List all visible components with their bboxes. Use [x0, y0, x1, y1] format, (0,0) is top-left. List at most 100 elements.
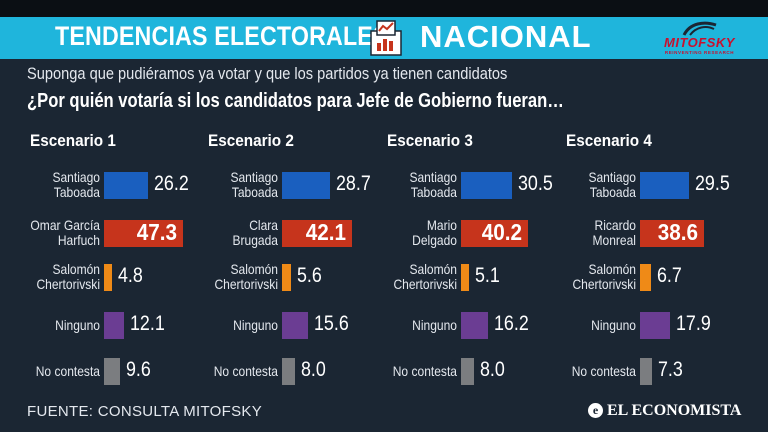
category-label-salomon-chertorivski: Salomón Chertorivski — [201, 262, 278, 292]
bar-santiago-taboada — [640, 171, 690, 199]
category-label-line: Ricardo — [594, 217, 636, 233]
category-label-salomon-chertorivski: Salomón Chertorivski — [380, 262, 457, 292]
bar-santiago-taboada — [282, 171, 330, 199]
value-label-no-contesta: 9.6 — [125, 358, 151, 381]
bar-ninguno — [282, 311, 308, 339]
category-label-line: No contesta — [392, 362, 457, 379]
bar-salomon-chertorivski — [461, 263, 470, 291]
value-label-salomon-chertorivski: 5.6 — [297, 264, 323, 287]
bar-clara-brugada — [282, 219, 353, 247]
category-label-salomon-chertorivski: Salomón Chertorivski — [23, 262, 100, 292]
bar-ninguno — [461, 311, 488, 339]
category-label-santiago-taboada: Santiago Taboada — [201, 170, 278, 200]
bar-salomon-chertorivski — [282, 263, 292, 291]
category-label-line: Santiago — [52, 169, 100, 185]
bar-no-contesta — [104, 357, 120, 385]
value-label-no-contesta: 8.0 — [480, 358, 506, 381]
bar-salomon-chertorivski — [104, 263, 112, 291]
header-title: TENDENCIAS ELECTORALES — [55, 21, 389, 51]
bar-no-contesta — [640, 357, 653, 385]
category-label-santiago-taboada: Santiago Taboada — [380, 170, 457, 200]
value-label-salomon-chertorivski: 4.8 — [117, 264, 143, 287]
category-label-line: Chertorivski — [214, 276, 278, 292]
logo-tagline: REINVENTING RESEARCH — [664, 50, 735, 55]
category-label-line: Chertorivski — [572, 276, 636, 292]
category-label-line: Chertorivski — [36, 276, 100, 292]
category-label-line: Clara — [249, 217, 278, 233]
logo-swirl-icon — [682, 21, 717, 36]
category-label-line: Taboada — [410, 184, 457, 200]
value-label-ninguno: 15.6 — [313, 312, 349, 335]
category-label-ricardo-monreal: Ricardo Monreal — [559, 218, 636, 248]
category-label-line: No contesta — [35, 362, 100, 379]
logo-name: MITOFSKY — [664, 35, 735, 50]
category-label-line: Ninguno — [412, 316, 457, 333]
value-label-clara-brugada: 42.1 — [305, 219, 347, 245]
category-label-line: No contesta — [571, 362, 636, 379]
category-label-santiago-taboada: Santiago Taboada — [23, 170, 100, 200]
category-label-line: Salomón — [588, 261, 636, 277]
category-label-line: Taboada — [53, 184, 100, 200]
value-label-ninguno: 12.1 — [130, 312, 165, 335]
category-label-line: Santiago — [409, 169, 457, 185]
publisher-initial: e — [588, 403, 603, 418]
category-label-omar-garcia-harfuch: Omar García Harfuch — [23, 218, 100, 248]
header-scope: NACIONAL — [420, 19, 592, 54]
category-label-line: Harfuch — [57, 232, 100, 248]
category-label-no-contesta: No contesta — [23, 362, 100, 379]
value-label-no-contesta: 7.3 — [658, 358, 683, 381]
category-label-ninguno: Ninguno — [201, 316, 278, 333]
category-label-no-contesta: No contesta — [559, 362, 636, 379]
publisher-name: EL ECONOMISTA — [607, 402, 742, 419]
source-note: FUENTE: CONSULTA MITOFSKY — [27, 403, 263, 420]
value-label-santiago-taboada: 29.5 — [695, 172, 730, 195]
value-label-santiago-taboada: 26.2 — [153, 172, 189, 195]
category-label-line: Taboada — [231, 184, 278, 200]
category-label-line: Salomón — [52, 261, 100, 277]
subtitle: Suponga que pudiéramos ya votar y que lo… — [27, 64, 508, 83]
value-label-santiago-taboada: 28.7 — [335, 172, 371, 195]
category-label-line: Brugada — [232, 232, 278, 248]
ballot-box-icon — [370, 20, 402, 56]
scenario-title-3: Escenario 3 — [387, 131, 473, 150]
value-label-salomon-chertorivski: 6.7 — [657, 264, 682, 287]
category-label-no-contesta: No contesta — [380, 362, 457, 379]
value-label-omar-garcia-harfuch: 47.3 — [136, 219, 177, 245]
value-label-ricardo-monreal: 38.6 — [657, 219, 699, 245]
category-label-ninguno: Ninguno — [559, 316, 636, 333]
bar-salomon-chertorivski — [640, 263, 652, 291]
publisher-logo: e EL ECONOMISTA — [588, 402, 741, 420]
category-label-line: Salomón — [409, 261, 457, 277]
value-label-santiago-taboada: 30.5 — [517, 172, 553, 195]
category-label-line: Ninguno — [55, 316, 100, 333]
category-label-line: Chertorivski — [393, 276, 457, 292]
mitofsky-logo: MITOFSKY REINVENTING RESEARCH — [652, 21, 747, 57]
bar-santiago-taboada — [461, 171, 512, 199]
question: ¿Por quién votaría si los candidatos par… — [27, 90, 564, 112]
bar-mario-delgado — [461, 219, 528, 247]
value-label-salomon-chertorivski: 5.1 — [475, 264, 501, 287]
category-label-ninguno: Ninguno — [23, 316, 100, 333]
category-label-salomon-chertorivski: Salomón Chertorivski — [559, 262, 636, 292]
scenario-title-1: Escenario 1 — [30, 131, 116, 150]
category-label-mario-delgado: Mario Delgado — [380, 218, 457, 248]
value-label-mario-delgado: 40.2 — [481, 219, 522, 245]
category-label-line: Santiago — [588, 169, 636, 185]
category-label-line: Delgado — [412, 232, 457, 248]
category-label-line: Omar García — [30, 217, 100, 233]
value-label-ninguno: 16.2 — [493, 312, 529, 335]
category-label-line: Taboada — [589, 184, 636, 200]
category-label-line: Ninguno — [591, 316, 636, 333]
scenario-title-2: Escenario 2 — [208, 131, 294, 150]
scenario-title-4: Escenario 4 — [566, 131, 652, 150]
header-banner: TENDENCIAS ELECTORALES NACIONAL MITOFSKY… — [0, 17, 768, 59]
bar-no-contesta — [282, 357, 296, 385]
category-label-line: Monreal — [592, 232, 636, 248]
category-label-line: No contesta — [213, 362, 278, 379]
category-label-line: Salomón — [230, 261, 278, 277]
top-strip — [0, 0, 768, 17]
category-label-line: Santiago — [230, 169, 278, 185]
category-label-ninguno: Ninguno — [380, 316, 457, 333]
category-label-line: Ninguno — [233, 316, 278, 333]
value-label-no-contesta: 8.0 — [301, 358, 327, 381]
